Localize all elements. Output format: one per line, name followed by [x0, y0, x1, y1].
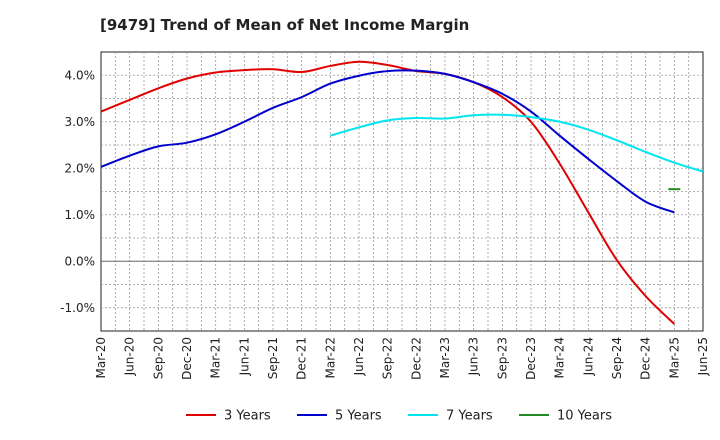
x-tick-label: Dec-21: [295, 337, 309, 380]
x-tick-label: Mar-25: [667, 337, 681, 378]
legend-label-5-years: 5 Years: [335, 409, 382, 424]
x-tick-label: Mar-23: [438, 337, 452, 378]
y-tick-label: -1.0%: [60, 301, 95, 315]
series-line-3-years: [100, 60, 676, 325]
y-tick-label: 3.0%: [65, 115, 96, 129]
x-tick-label: Jun-21: [237, 337, 251, 376]
x-tick-label: Dec-20: [180, 337, 194, 380]
x-axis-ticks: Mar-20 Jun-20 Sep-20 Dec-20 Mar-21 Jun-21 Sep-…: [94, 337, 710, 380]
series-line-7-years: [330, 113, 704, 173]
series-line-5-years: [100, 69, 675, 214]
x-tick-label: Mar-24: [553, 337, 567, 378]
grid-lines: [101, 52, 703, 331]
legend-label-7-years: 7 Years: [446, 409, 493, 424]
x-tick-label: Dec-24: [639, 337, 653, 380]
x-tick-label: Jun-25: [696, 337, 710, 376]
legend-label-3-years: 3 Years: [224, 409, 271, 424]
x-tick-label: Dec-22: [409, 337, 423, 380]
x-tick-label: Sep-23: [495, 337, 509, 379]
y-tick-label: 4.0%: [65, 68, 96, 82]
x-tick-label: Sep-22: [381, 337, 395, 379]
y-tick-label: 2.0%: [65, 161, 96, 175]
legend-label-10-years: 10 Years: [557, 409, 612, 424]
y-tick-label: 1.0%: [65, 208, 96, 222]
x-tick-label: Dec-23: [524, 337, 538, 380]
x-tick-label: Jun-23: [467, 337, 481, 376]
x-tick-label: Sep-21: [266, 337, 280, 379]
y-axis-ticks: -1.0% 0.0% 1.0% 2.0% 3.0% 4.0%: [60, 68, 95, 315]
x-tick-label: Jun-20: [123, 337, 137, 376]
x-tick-label: Sep-20: [151, 337, 165, 379]
x-tick-label: Jun-22: [352, 337, 366, 376]
legend: 3 Years 5 Years 7 Years 10 Years: [186, 409, 612, 424]
chart-title: [9479] Trend of Mean of Net Income Margi…: [100, 16, 469, 34]
x-tick-label: Mar-22: [323, 337, 337, 378]
x-tick-label: Sep-24: [610, 337, 624, 379]
x-tick-label: Mar-20: [94, 337, 108, 378]
x-tick-label: Mar-21: [209, 337, 223, 378]
x-tick-label: Jun-24: [581, 337, 595, 376]
series-lines: [100, 60, 704, 325]
y-tick-label: 0.0%: [65, 254, 96, 268]
